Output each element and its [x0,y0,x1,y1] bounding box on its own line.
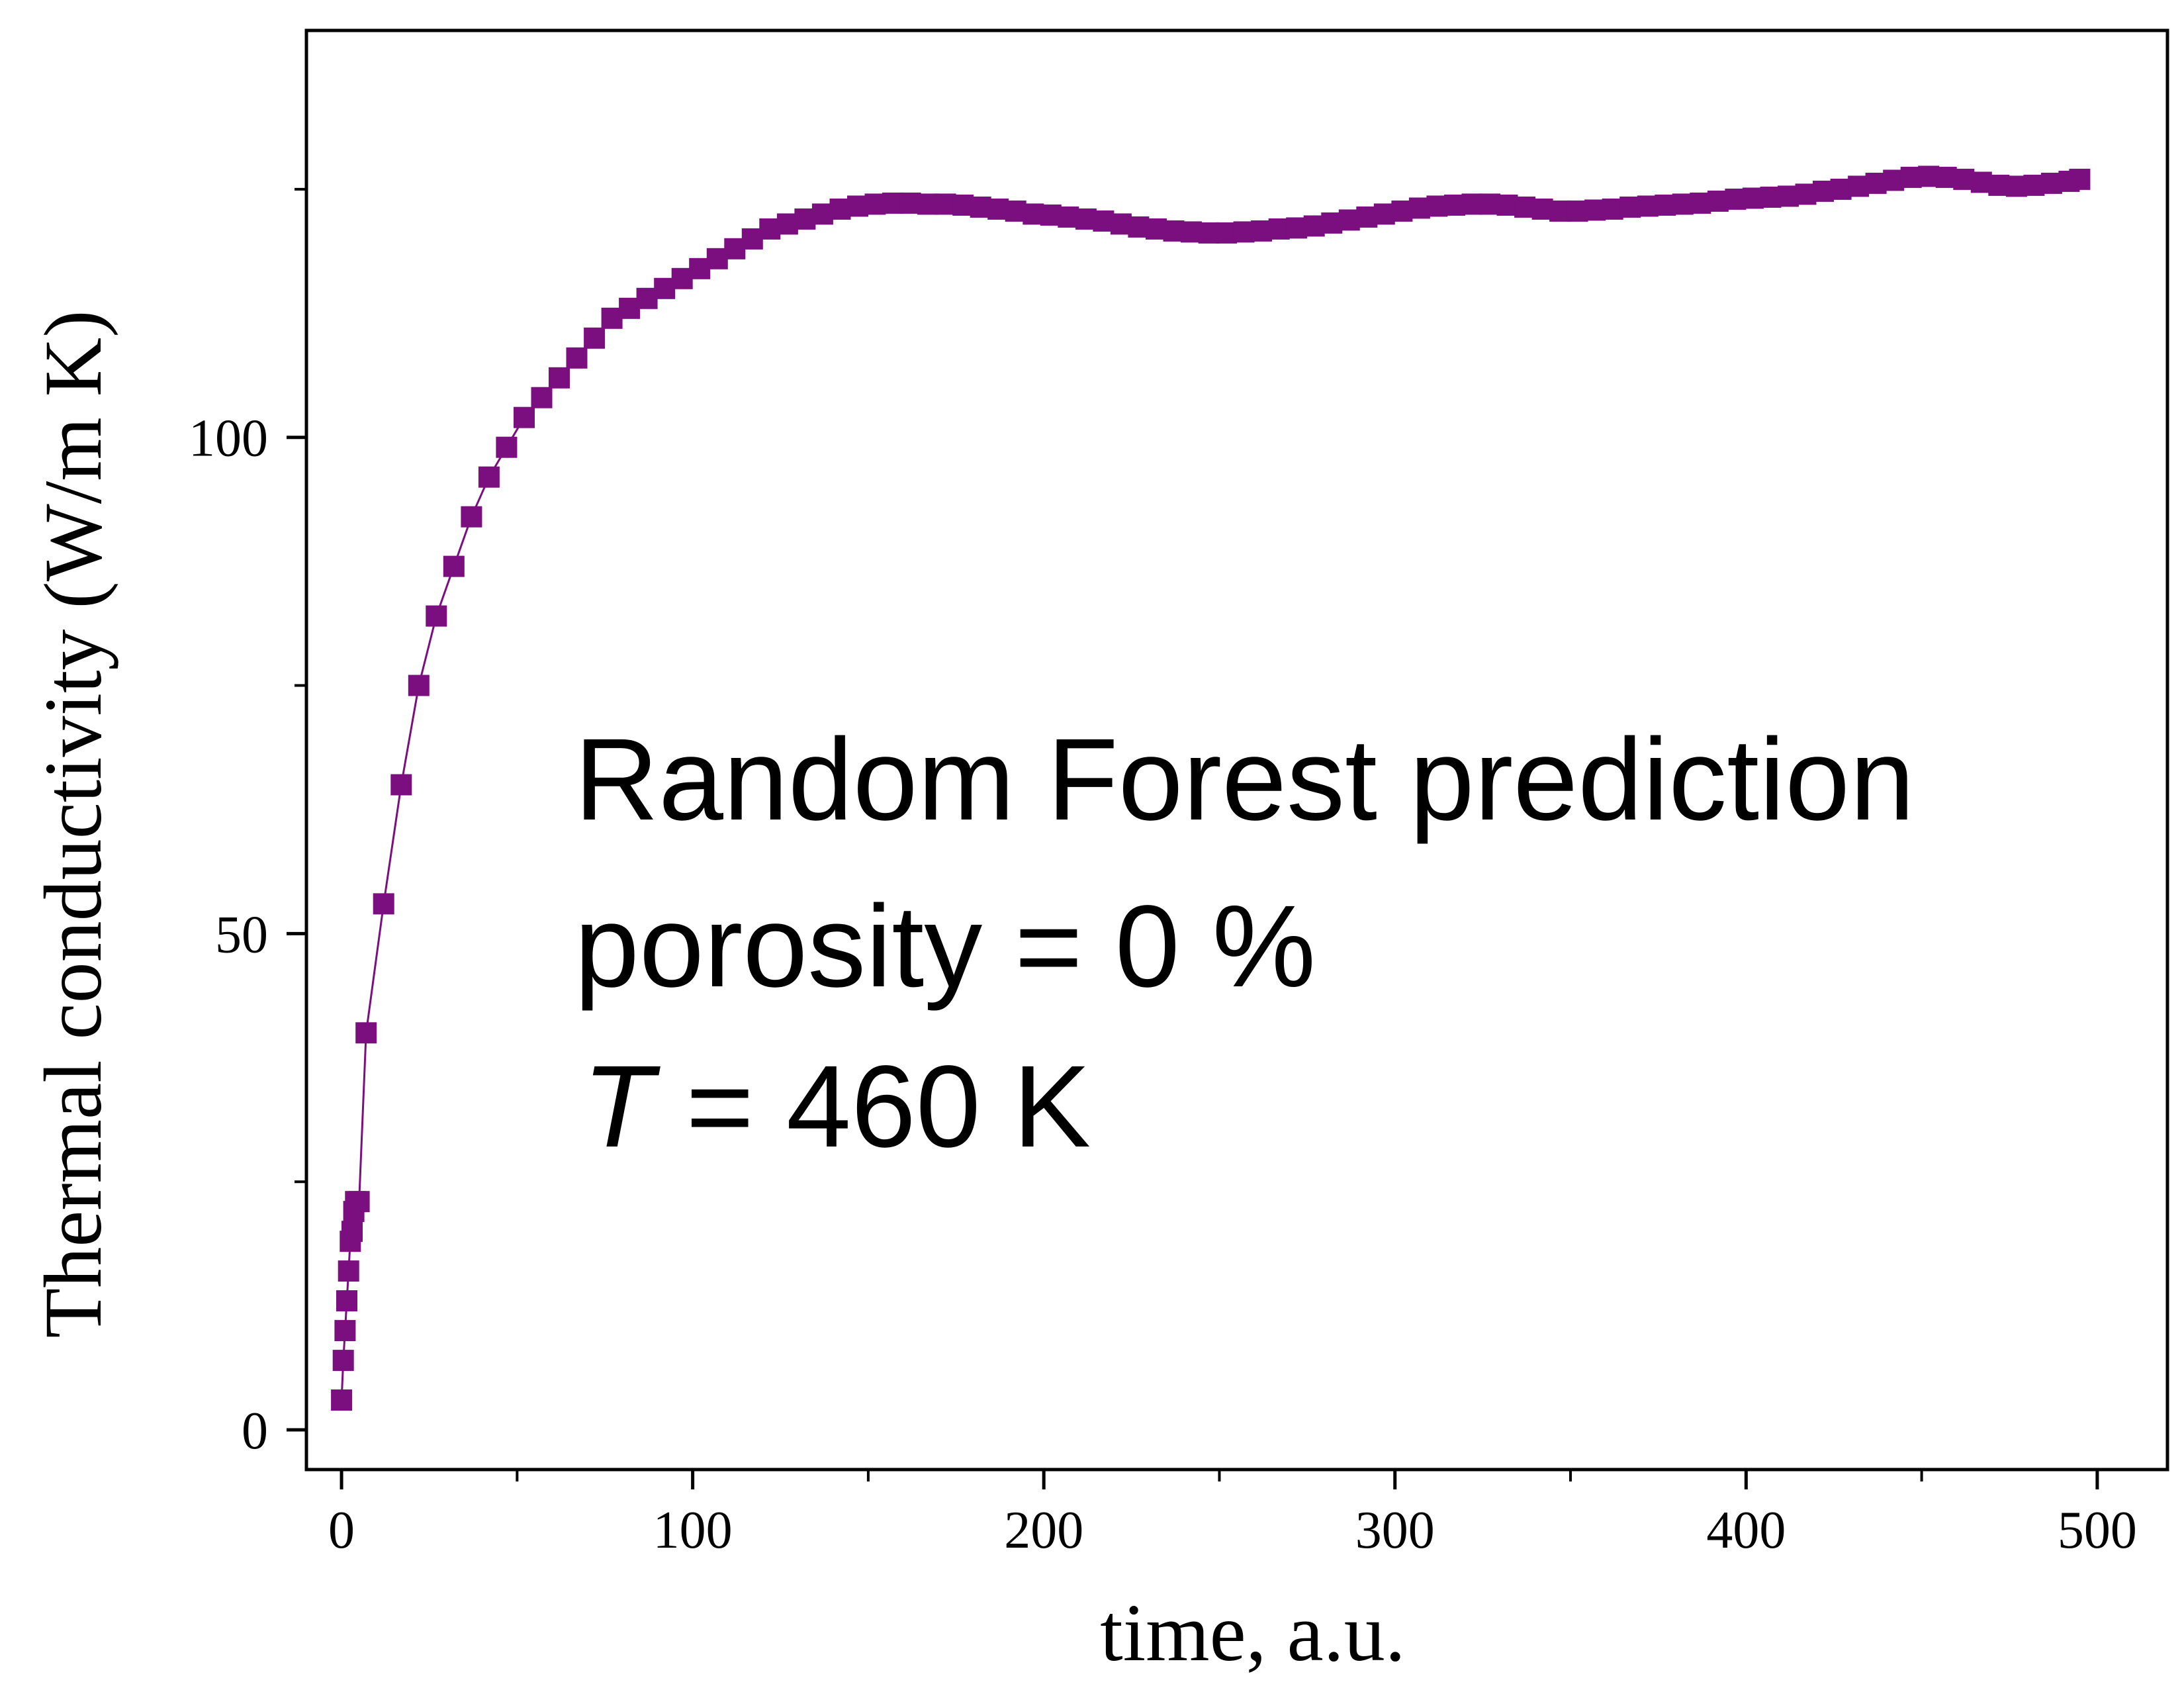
x-tick-label: 400 [1706,1501,1786,1560]
data-point [341,1221,363,1243]
data-point [331,1389,353,1411]
data-point [461,506,482,528]
data-point [549,367,570,389]
data-point [373,893,394,915]
x-tick-label: 0 [328,1501,355,1560]
annotation-temperature-value: = 460 K [654,1042,1091,1172]
data-point [514,406,535,428]
data-point [584,327,606,349]
y-axis-ticks: 0 50 100 [189,187,306,1460]
x-axis-ticks: 0 100 200 300 400 500 [328,1470,2137,1560]
data-point [478,466,500,488]
data-point [390,774,412,796]
data-point [496,436,518,458]
x-tick-label: 300 [1355,1501,1435,1560]
data-point [334,1320,356,1342]
data-point [338,1260,359,1282]
data-point [336,1290,357,1312]
x-tick-label: 200 [1004,1501,1083,1560]
annotation-porosity: porosity = 0 % [574,882,1316,1011]
y-axis-title: Thermal conductivity (W/m K) [28,310,118,1338]
data-point [348,1191,370,1213]
x-tick-label: 500 [2058,1501,2137,1560]
data-point [531,387,553,408]
annotation-model: Random Forest prediction [574,715,1915,845]
x-tick-label: 100 [653,1501,733,1560]
data-point [2069,168,2091,190]
data-point [355,1022,377,1044]
y-tick-label: 0 [242,1402,268,1460]
plot-frame [304,28,2169,1472]
data-point [408,675,430,696]
data-point [566,347,588,369]
annotation-temperature-symbol: T [582,1042,660,1172]
data-point [426,605,447,627]
data-point [443,555,465,577]
y-tick-label: 50 [215,906,268,964]
data-series [331,165,2091,1411]
x-axis-title: time, a.u. [1100,1587,1405,1678]
y-tick-label: 100 [189,410,268,468]
data-point [332,1350,354,1372]
annotation-temperature: T = 460 K [582,1042,1091,1172]
